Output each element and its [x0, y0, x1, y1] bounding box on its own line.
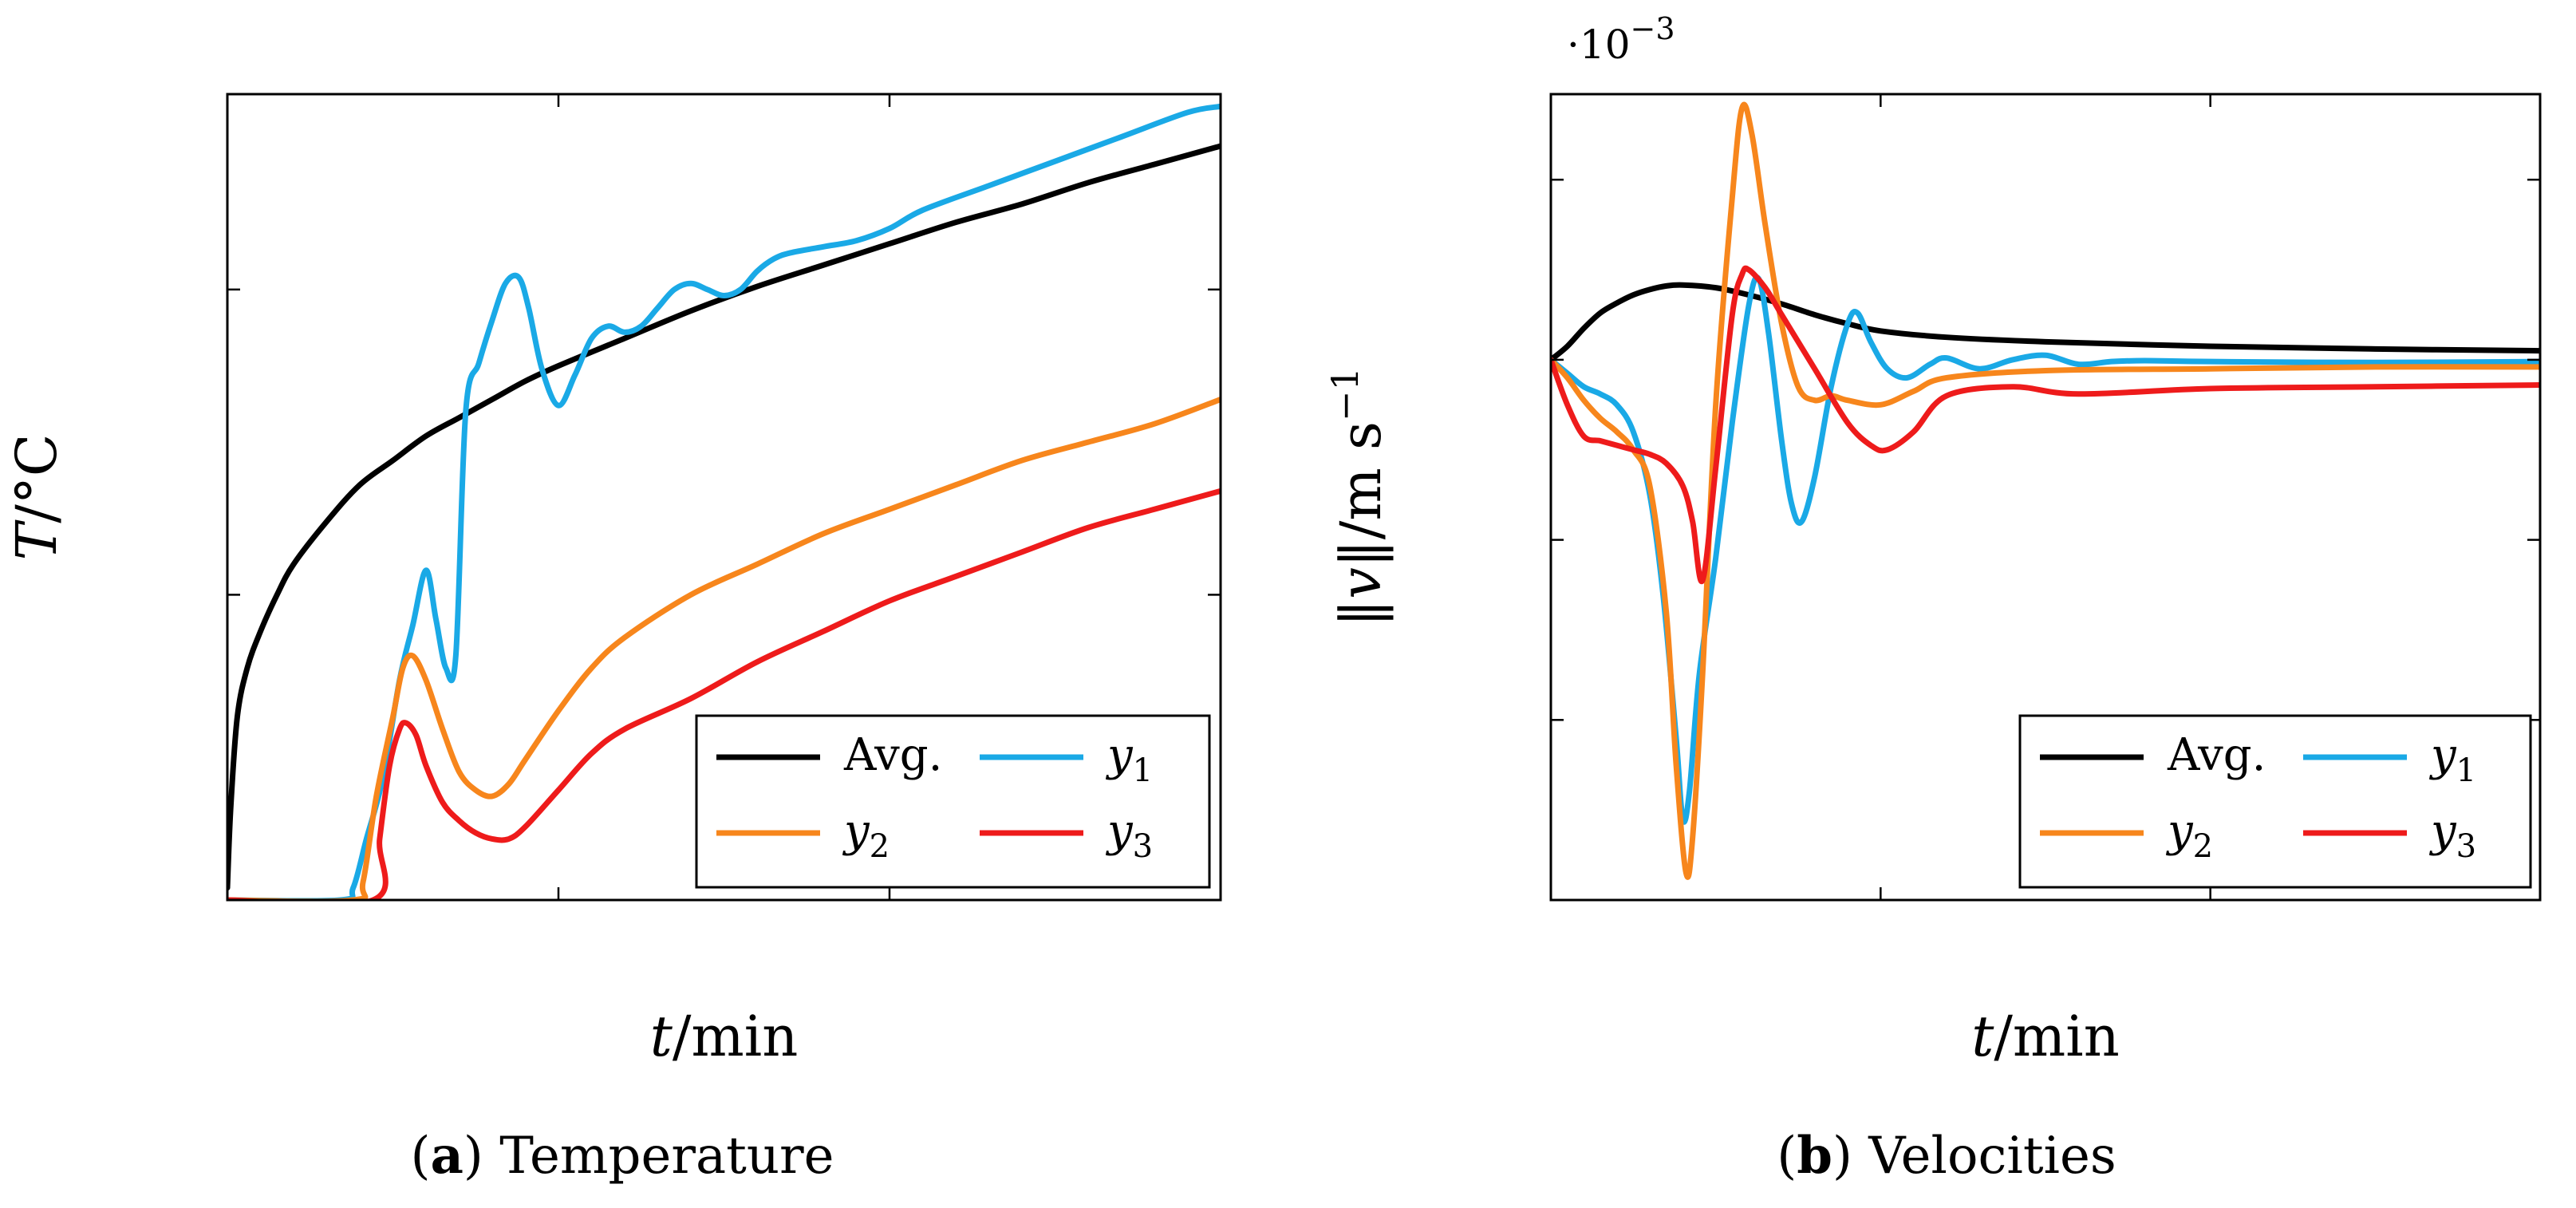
panel-b: t/min ‖v‖/m s−1 ·10−3 Avg. y1 y2 y3 (b) Velocit…: [1324, 11, 2542, 1186]
legend: Avg. y1 y2 y3: [2018, 714, 2532, 889]
panel-caption: (a) Temperature: [410, 1126, 834, 1186]
legend-label-y3: y3: [1105, 805, 1153, 865]
legend-box: [2018, 714, 2532, 889]
series-line-avg: [1551, 282, 2540, 363]
axis-multiplier: ·10−3: [1567, 11, 1675, 68]
series-line-y1: [227, 103, 1221, 900]
panel-a: t/min T/°C Avg. y1 y2 y3 (a) Temperature: [4, 93, 1222, 1186]
series-line-y3: [1551, 265, 2540, 585]
legend-box: [695, 714, 1211, 889]
series-line-y2: [227, 397, 1221, 900]
legend-label-y2: y2: [842, 805, 890, 865]
legend-label-avg: Avg.: [2167, 729, 2266, 781]
x-axis-label: t/min: [1971, 1004, 2120, 1069]
series-line-y3: [227, 488, 1221, 900]
y-axis-label: T/°C: [4, 434, 69, 561]
y-axis-label: ‖v‖/m s−1: [1324, 367, 1394, 627]
x-axis-label: t/min: [650, 1004, 799, 1069]
legend-label-y1: y1: [2428, 729, 2476, 789]
legend-label-y1: y1: [1105, 729, 1153, 789]
panel-caption: (b) Velocities: [1777, 1126, 2116, 1186]
legend-label-y2: y2: [2165, 805, 2213, 865]
legend-label-y3: y3: [2428, 805, 2476, 865]
series-line-y2: [1551, 101, 2540, 880]
axes-frame: [1549, 93, 2542, 902]
legend: Avg. y1 y2 y3: [695, 714, 1211, 889]
axes-frame: [226, 93, 1222, 902]
legend-label-avg: Avg.: [843, 729, 942, 781]
series-line-avg: [227, 143, 1221, 891]
